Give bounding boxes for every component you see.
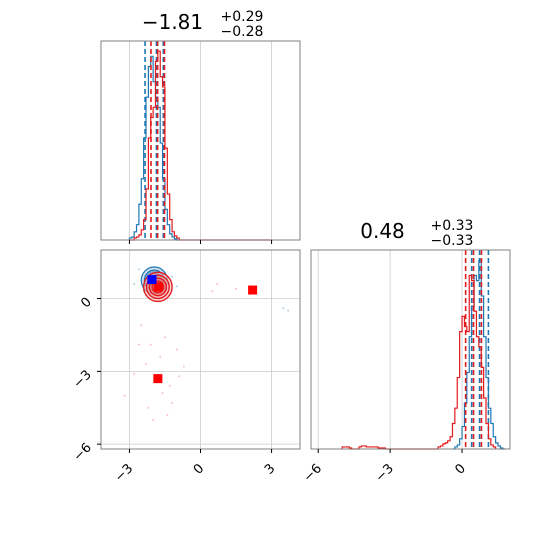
scatter-point-red <box>159 355 162 358</box>
marker-blue-square <box>147 275 157 285</box>
scatter-point-red <box>137 343 140 346</box>
scatter-point-blue <box>282 307 285 310</box>
tick-label: −6 <box>301 461 325 485</box>
histogram-panel-param-2: 0.48 +0.33−0.33 −6 −3 0 <box>301 218 511 485</box>
tick-label: 0 <box>191 461 207 477</box>
scatter-point-blue <box>171 275 174 278</box>
scatter-point-red <box>171 401 174 404</box>
tick-label: −3 <box>373 461 397 485</box>
scatter-point-red <box>216 282 219 285</box>
panel-title-value: 0.48 <box>360 219 405 243</box>
scatter-point-red <box>166 414 169 417</box>
scatter-point-red <box>168 384 171 387</box>
panel-title-lower-error: −0.28 <box>221 24 264 40</box>
scatter-point-red <box>175 348 178 351</box>
scatter-point-blue <box>175 285 178 288</box>
panel-title-lower-error: −0.33 <box>431 233 474 249</box>
tick-label: 3 <box>262 461 278 477</box>
scatter-point-red <box>123 394 126 397</box>
scatter-point-red <box>149 343 152 346</box>
scatter-point-red <box>178 375 181 378</box>
marker-red-square <box>153 282 163 292</box>
scatter-point-blue <box>287 309 290 312</box>
tick-label: 0 <box>78 295 94 311</box>
marker-red-square <box>248 285 258 295</box>
scatter-point-red <box>140 324 143 327</box>
panel-title-upper-error: +0.33 <box>431 218 474 234</box>
panel-title-value: −1.81 <box>142 10 203 34</box>
panel-title-upper-error: +0.29 <box>221 9 264 25</box>
scatter-point-red <box>147 406 150 409</box>
histogram-blue-series <box>128 55 180 241</box>
tick-label: −3 <box>112 461 136 485</box>
scatter-point-red <box>182 365 185 368</box>
scatter-point-red <box>211 290 214 293</box>
scatter-point-red <box>145 363 148 366</box>
scatter-point-blue <box>133 282 136 285</box>
tick-label: 0 <box>452 461 468 477</box>
scatter-point-blue <box>137 268 140 271</box>
marker-red-square <box>153 374 163 384</box>
scatter-point-red <box>152 418 155 421</box>
tick-label: −6 <box>71 440 95 464</box>
scatter-point-red <box>133 372 136 375</box>
scatter-point-red <box>235 287 238 290</box>
scatter-point-red <box>161 392 164 395</box>
axes-frame <box>310 249 511 450</box>
scatter-point-red <box>163 336 166 339</box>
tick-label: −3 <box>71 368 95 392</box>
histogram-panel-param-1: −1.81 +0.29−0.28 <box>100 9 301 244</box>
joint-panel-param-1-vs-param-2: −3 0 3 −6 −3 0 <box>71 249 301 485</box>
histogram-red-series <box>341 274 497 450</box>
